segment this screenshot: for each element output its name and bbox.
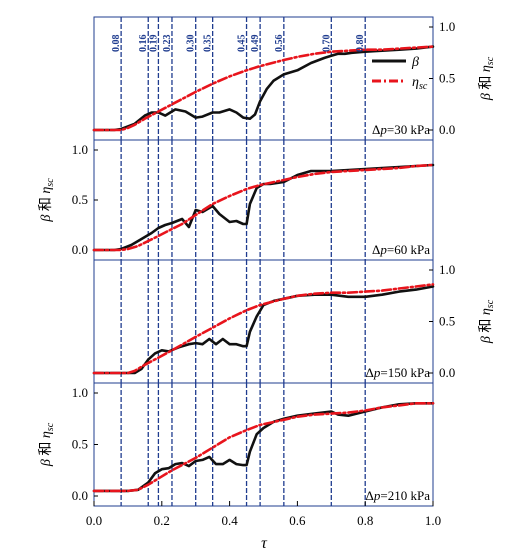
y-tick-label-1-1: 0.0 [439, 122, 455, 137]
vline-label-11: 0.80 [355, 35, 366, 53]
eta-sc-line-panel-2 [92, 163, 435, 252]
pressure-label-3: Δp=150 kPa [366, 365, 431, 380]
y-tick-label-4-3: 1.0 [72, 385, 88, 400]
eta-sc-line-panel-4 [92, 401, 435, 493]
pressure-label-1: Δp=30 kPa [372, 122, 430, 137]
vline-label-3: 0.19 [148, 35, 159, 53]
y-tick-label-2-3: 1.0 [72, 142, 88, 157]
x-tick-label-1: 0.0 [86, 513, 102, 528]
x-tick-label-2: 0.2 [154, 513, 170, 528]
y-tick-label-2-1: 0.0 [72, 242, 88, 257]
vline-label-1: 0.08 [111, 35, 122, 52]
vline-label-10: 0.70 [321, 35, 332, 53]
y-axis-label-2: β 和 ηsc [38, 178, 56, 223]
y-tick-label-1-3: 1.0 [439, 19, 455, 34]
vline-label-4: 0.23 [162, 35, 173, 53]
vline-label-5: 0.30 [186, 35, 197, 53]
beta-line-panel-3 [92, 285, 435, 375]
eta-sc-line-panel-1 [92, 45, 435, 132]
y-axis-label-3: β 和 ηsc [478, 299, 496, 344]
y-tick-label-3-1: 0.0 [439, 365, 455, 380]
beta-line-panel-2 [92, 163, 435, 252]
x-axis-label: τ [261, 535, 268, 552]
x-tick-label-4: 0.6 [289, 513, 306, 528]
beta-line-panel-4 [92, 401, 435, 493]
y-tick-label-3-2: 0.5 [439, 314, 455, 329]
y-tick-label-4-1: 0.0 [72, 488, 88, 503]
vline-label-9: 0.56 [274, 35, 285, 53]
eta-sc-line-panel-3 [92, 283, 435, 375]
vline-label-6: 0.35 [203, 35, 214, 53]
y-tick-label-2-2: 0.5 [72, 192, 88, 207]
vline-label-7: 0.45 [237, 35, 248, 52]
beta-line-panel-1 [92, 45, 435, 132]
y-axis-label-4: β 和 ηsc [38, 422, 56, 467]
pressure-label-2: Δp=60 kPa [372, 242, 430, 257]
x-tick-label-3: 0.4 [221, 513, 238, 528]
y-axis-label-1: β 和 ηsc [478, 56, 496, 101]
legend-beta-label: β [411, 55, 419, 70]
vline-label-2: 0.16 [138, 35, 149, 53]
x-tick-label-5: 0.8 [357, 513, 373, 528]
x-tick-label-6: 1.0 [425, 513, 441, 528]
y-tick-label-3-3: 1.0 [439, 262, 455, 277]
legend-eta-label: ηsc [412, 75, 428, 92]
y-tick-label-4-2: 0.5 [72, 437, 88, 452]
pressure-label-4: Δp=210 kPa [366, 488, 431, 503]
vline-label-8: 0.49 [250, 35, 261, 53]
y-tick-label-1-2: 0.5 [439, 71, 455, 86]
